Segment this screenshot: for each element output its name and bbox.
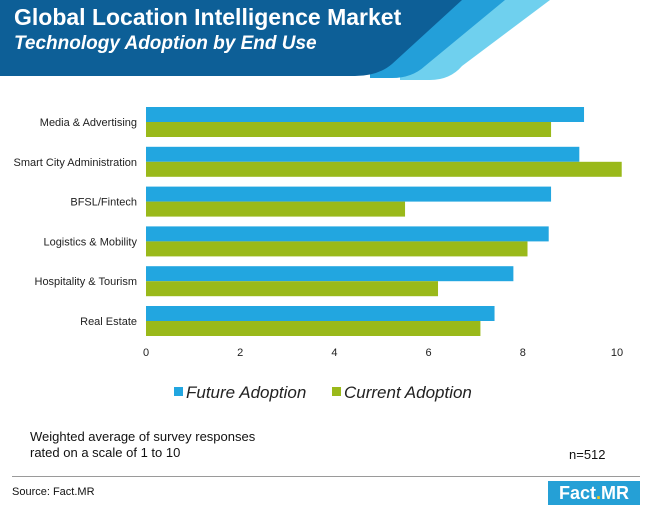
x-tick-label-1: 2 (237, 347, 243, 359)
legend-swatch-current (332, 387, 341, 397)
x-tick-label-2: 4 (331, 347, 337, 359)
legend-item-future: Future Adoption (174, 383, 306, 403)
sample-size: n=512 (569, 447, 606, 462)
category-labels-group: Media & Advertising Smart City Administra… (14, 117, 138, 328)
bar-chart: Media & Advertising Smart City Administra… (14, 107, 623, 359)
header-shapes (0, 0, 550, 80)
category-label-4: Hospitality & Tourism (35, 276, 138, 288)
chart-title: Global Location Intelligence Market (14, 4, 402, 30)
legend-label-current: Current Adoption (344, 383, 472, 402)
logo-part1: Fact (558, 483, 596, 503)
x-tick-label-0: 0 (143, 347, 149, 359)
x-tick-label-3: 6 (426, 347, 432, 359)
bar-current-5 (146, 321, 481, 336)
bars-group (146, 107, 622, 336)
x-tick-label-5: 10 (611, 347, 623, 359)
header-banner: Global Location Intelligence Market Tech… (0, 0, 650, 82)
survey-note-line2: rated on a scale of 1 to 10 (30, 445, 181, 460)
bar-future-5 (146, 306, 495, 321)
header-dark-band (0, 0, 462, 76)
legend-swatch-future (174, 387, 183, 397)
category-label-2: BFSL/Fintech (70, 197, 137, 209)
bar-current-0 (146, 122, 552, 137)
source-label: Source: Fact.MR (12, 486, 95, 498)
category-label-1: Smart City Administration (14, 157, 137, 169)
category-label-0: Media & Advertising (40, 117, 137, 129)
x-tick-label-4: 8 (520, 347, 526, 359)
survey-note-line1: Weighted average of survey responses (30, 429, 256, 444)
chart-subtitle: Technology Adoption by End Use (14, 33, 317, 54)
bar-future-0 (146, 107, 585, 122)
logo-dot: . (596, 483, 602, 503)
bar-future-2 (146, 186, 552, 202)
category-label-5: Real Estate (80, 316, 137, 328)
footer-divider (12, 476, 640, 477)
factmr-logo: Fact.MR (548, 481, 640, 505)
bar-future-3 (146, 226, 549, 242)
bar-current-4 (146, 281, 439, 297)
bar-future-4 (146, 266, 514, 282)
legend-item-current: Current Adoption (332, 383, 472, 403)
bar-current-1 (146, 161, 622, 177)
bar-current-3 (146, 241, 528, 257)
survey-note: Weighted average of survey responses rat… (30, 429, 255, 461)
x-tick-labels-group: 0 2 4 6 8 10 (143, 347, 623, 359)
bar-current-2 (146, 201, 406, 217)
bar-future-1 (146, 146, 580, 162)
logo-part2: MR (601, 483, 630, 503)
category-label-3: Logistics & Mobility (43, 236, 137, 248)
legend-label-future: Future Adoption (186, 383, 307, 402)
